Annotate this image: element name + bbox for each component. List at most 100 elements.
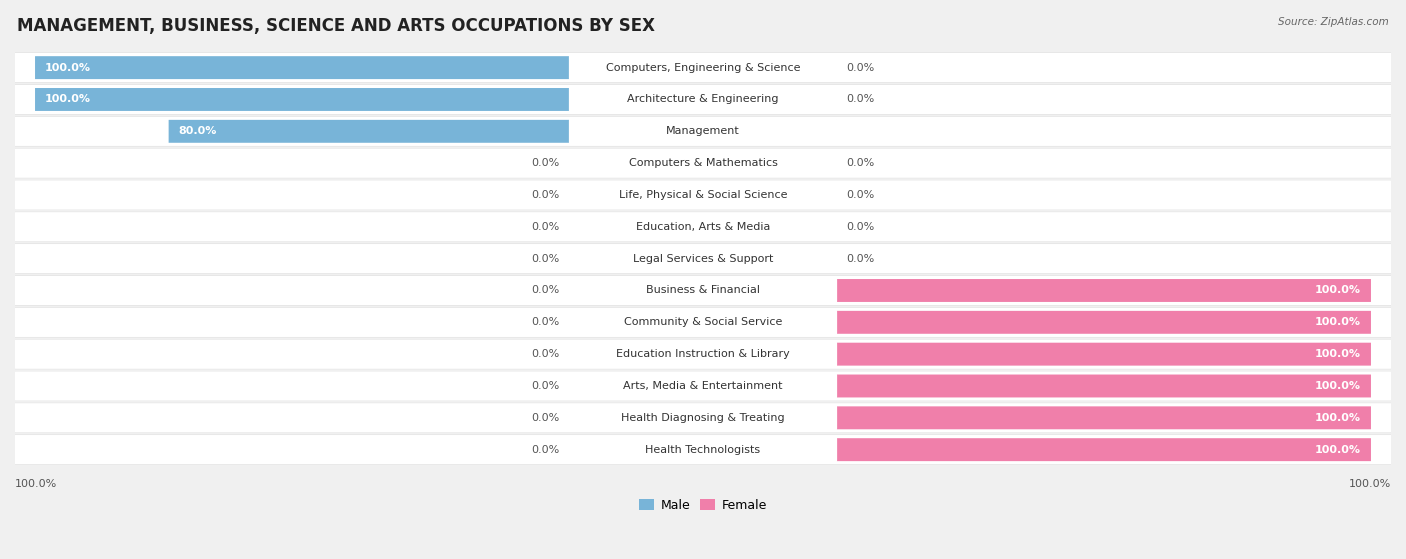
Text: Business & Financial: Business & Financial: [645, 286, 761, 296]
Text: Community & Social Service: Community & Social Service: [624, 318, 782, 328]
Text: 100.0%: 100.0%: [1315, 318, 1361, 328]
FancyBboxPatch shape: [703, 215, 756, 238]
FancyBboxPatch shape: [35, 88, 703, 111]
Text: 100.0%: 100.0%: [1315, 413, 1361, 423]
Text: Source: ZipAtlas.com: Source: ZipAtlas.com: [1278, 17, 1389, 27]
Text: 0.0%: 0.0%: [846, 63, 875, 73]
FancyBboxPatch shape: [569, 150, 837, 176]
Text: Management: Management: [666, 126, 740, 136]
FancyBboxPatch shape: [15, 307, 1391, 337]
FancyBboxPatch shape: [35, 56, 703, 79]
FancyBboxPatch shape: [15, 53, 1391, 82]
FancyBboxPatch shape: [569, 214, 837, 240]
FancyBboxPatch shape: [15, 276, 1391, 305]
FancyBboxPatch shape: [15, 339, 1391, 369]
Text: 0.0%: 0.0%: [531, 444, 560, 454]
Text: 0.0%: 0.0%: [846, 222, 875, 232]
Text: 100.0%: 100.0%: [45, 63, 91, 73]
FancyBboxPatch shape: [569, 373, 837, 399]
FancyBboxPatch shape: [569, 246, 837, 271]
FancyBboxPatch shape: [703, 247, 756, 270]
Text: Health Technologists: Health Technologists: [645, 444, 761, 454]
FancyBboxPatch shape: [703, 279, 1371, 302]
FancyBboxPatch shape: [650, 311, 703, 334]
FancyBboxPatch shape: [703, 343, 1371, 366]
FancyBboxPatch shape: [569, 278, 837, 303]
Text: Legal Services & Support: Legal Services & Support: [633, 254, 773, 264]
FancyBboxPatch shape: [703, 151, 756, 174]
FancyBboxPatch shape: [15, 244, 1391, 273]
Legend: Male, Female: Male, Female: [634, 494, 772, 517]
Text: 0.0%: 0.0%: [846, 158, 875, 168]
FancyBboxPatch shape: [650, 406, 703, 429]
Text: 0.0%: 0.0%: [531, 381, 560, 391]
FancyBboxPatch shape: [703, 56, 756, 79]
FancyBboxPatch shape: [15, 181, 1391, 210]
FancyBboxPatch shape: [569, 405, 837, 430]
Text: 0.0%: 0.0%: [531, 254, 560, 264]
FancyBboxPatch shape: [650, 215, 703, 238]
Text: Health Diagnosing & Treating: Health Diagnosing & Treating: [621, 413, 785, 423]
Text: 0.0%: 0.0%: [846, 190, 875, 200]
FancyBboxPatch shape: [703, 183, 756, 206]
FancyBboxPatch shape: [569, 119, 837, 144]
FancyBboxPatch shape: [15, 117, 1391, 146]
FancyBboxPatch shape: [569, 182, 837, 208]
Text: Education Instruction & Library: Education Instruction & Library: [616, 349, 790, 359]
Text: 100.0%: 100.0%: [15, 479, 58, 489]
FancyBboxPatch shape: [650, 151, 703, 174]
Text: 0.0%: 0.0%: [531, 222, 560, 232]
FancyBboxPatch shape: [703, 375, 1371, 397]
FancyBboxPatch shape: [15, 435, 1391, 465]
FancyBboxPatch shape: [569, 87, 837, 112]
FancyBboxPatch shape: [650, 183, 703, 206]
FancyBboxPatch shape: [15, 181, 1391, 210]
Text: Education, Arts & Media: Education, Arts & Media: [636, 222, 770, 232]
FancyBboxPatch shape: [15, 212, 1391, 241]
FancyBboxPatch shape: [703, 88, 756, 111]
Text: 0.0%: 0.0%: [846, 254, 875, 264]
FancyBboxPatch shape: [169, 120, 703, 143]
FancyBboxPatch shape: [15, 307, 1391, 337]
FancyBboxPatch shape: [569, 342, 837, 367]
Text: 0.0%: 0.0%: [531, 286, 560, 296]
FancyBboxPatch shape: [15, 117, 1391, 146]
FancyBboxPatch shape: [569, 437, 837, 462]
FancyBboxPatch shape: [15, 149, 1391, 178]
FancyBboxPatch shape: [650, 279, 703, 302]
FancyBboxPatch shape: [650, 343, 703, 366]
FancyBboxPatch shape: [15, 53, 1391, 82]
FancyBboxPatch shape: [650, 375, 703, 397]
FancyBboxPatch shape: [15, 371, 1391, 401]
Text: Computers, Engineering & Science: Computers, Engineering & Science: [606, 63, 800, 73]
FancyBboxPatch shape: [569, 310, 837, 335]
FancyBboxPatch shape: [703, 406, 1371, 429]
FancyBboxPatch shape: [569, 55, 837, 80]
Text: 100.0%: 100.0%: [45, 94, 91, 105]
FancyBboxPatch shape: [650, 438, 703, 461]
Text: 0.0%: 0.0%: [531, 158, 560, 168]
Text: Life, Physical & Social Science: Life, Physical & Social Science: [619, 190, 787, 200]
FancyBboxPatch shape: [15, 85, 1391, 114]
FancyBboxPatch shape: [15, 85, 1391, 114]
Text: 100.0%: 100.0%: [1315, 286, 1361, 296]
Text: 80.0%: 80.0%: [179, 126, 217, 136]
Text: 100.0%: 100.0%: [1315, 381, 1361, 391]
FancyBboxPatch shape: [15, 403, 1391, 433]
Text: 100.0%: 100.0%: [1315, 349, 1361, 359]
FancyBboxPatch shape: [15, 149, 1391, 178]
FancyBboxPatch shape: [15, 339, 1391, 369]
FancyBboxPatch shape: [703, 438, 1371, 461]
FancyBboxPatch shape: [15, 212, 1391, 241]
Text: Architecture & Engineering: Architecture & Engineering: [627, 94, 779, 105]
FancyBboxPatch shape: [703, 120, 837, 143]
Text: Arts, Media & Entertainment: Arts, Media & Entertainment: [623, 381, 783, 391]
FancyBboxPatch shape: [15, 371, 1391, 401]
FancyBboxPatch shape: [15, 276, 1391, 305]
FancyBboxPatch shape: [650, 247, 703, 270]
Text: 0.0%: 0.0%: [531, 190, 560, 200]
Text: 100.0%: 100.0%: [1315, 444, 1361, 454]
Text: Computers & Mathematics: Computers & Mathematics: [628, 158, 778, 168]
Text: 0.0%: 0.0%: [846, 94, 875, 105]
FancyBboxPatch shape: [703, 311, 1371, 334]
